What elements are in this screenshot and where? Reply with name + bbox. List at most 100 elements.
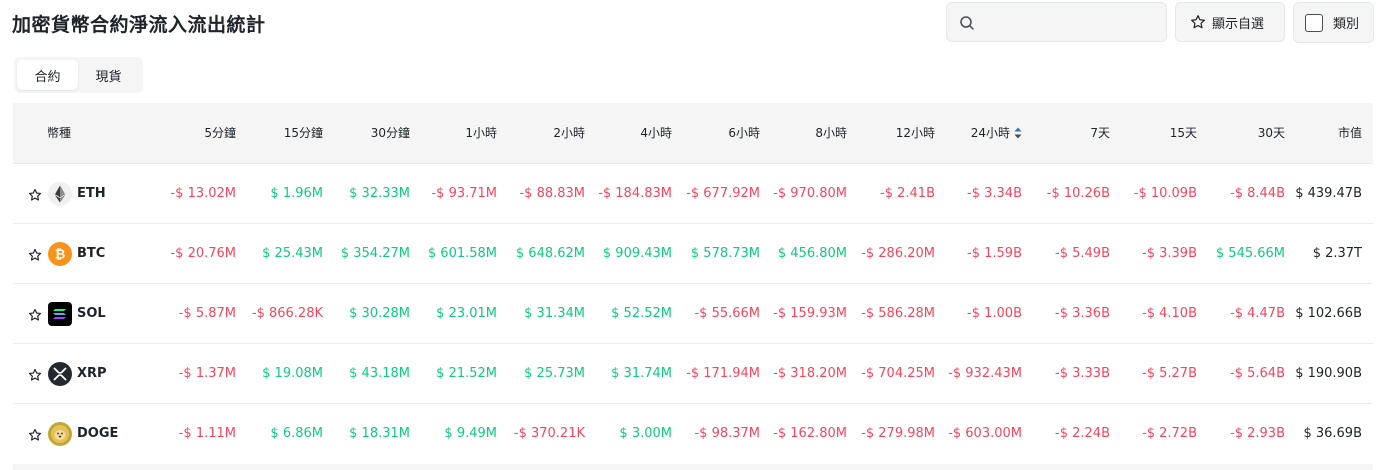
cell-12h: -$ 279.98M — [861, 426, 935, 441]
eth-icon — [48, 182, 72, 206]
cell-30d: -$ 4.47B — [1230, 306, 1285, 321]
col-header-30d[interactable]: 30天 — [1257, 126, 1285, 140]
cell-2h: -$ 370.21K — [513, 426, 585, 441]
col-header-15d[interactable]: 15天 — [1169, 126, 1197, 140]
col-header-30m[interactable]: 30分鐘 — [370, 126, 410, 140]
favorite-star-icon[interactable] — [28, 247, 42, 266]
table-row[interactable]: ETH -$ 13.02M $ 1.96M $ 32.33M -$ 93.71M -$ 8… — [13, 164, 1373, 224]
cell-30d: -$ 2.93B — [1230, 426, 1285, 441]
table-row[interactable]: SOL -$ 5.87M -$ 866.28K $ 30.28M $ 23.01M $ 3… — [13, 284, 1373, 344]
cell-1h: $ 21.52M — [436, 366, 497, 381]
cell-15d: -$ 4.10B — [1142, 306, 1197, 321]
table-row[interactable]: DOGE -$ 1.11M $ 6.86M $ 18.31M $ 9.49M -$ 370… — [13, 404, 1373, 464]
netflow-table: 幣種 5分鐘 15分鐘 30分鐘 1小時 2小時 4小時 6小時 8小時 12小… — [13, 103, 1373, 464]
cell-market-cap: $ 2.37T — [1312, 246, 1362, 261]
search-input[interactable] — [983, 9, 1158, 35]
cell-1h: $ 601.58M — [427, 246, 497, 261]
page-title: 加密貨幣合約淨流入流出統計 — [12, 14, 266, 36]
col-header-8h[interactable]: 8小時 — [815, 126, 847, 140]
show-favorites-label: 顯示自選 — [1212, 16, 1265, 32]
cell-5m: -$ 5.87M — [178, 306, 236, 321]
coin-symbol[interactable]: DOGE — [77, 426, 119, 441]
cell-24h: -$ 3.34B — [967, 186, 1022, 201]
cell-7d: -$ 2.24B — [1055, 426, 1110, 441]
btc-icon: ₿ — [48, 242, 72, 266]
cell-1h: $ 9.49M — [444, 426, 497, 441]
col-header-15m[interactable]: 15分鐘 — [283, 126, 323, 140]
col-header-6h[interactable]: 6小時 — [728, 126, 760, 140]
col-header-2h[interactable]: 2小時 — [553, 126, 585, 140]
cell-7d: -$ 3.33B — [1055, 366, 1110, 381]
favorite-star-icon[interactable] — [28, 307, 42, 326]
col-header-12h[interactable]: 12小時 — [895, 126, 935, 140]
col-header-24h-label: 24小時 — [970, 126, 1010, 140]
cell-1h: -$ 93.71M — [431, 186, 497, 201]
favorite-star-icon[interactable] — [28, 187, 42, 206]
cell-30m: $ 18.31M — [349, 426, 410, 441]
cell-30d: -$ 8.44B — [1230, 186, 1285, 201]
cell-6h: -$ 677.92M — [686, 186, 760, 201]
cell-15d: -$ 3.39B — [1142, 246, 1197, 261]
cell-7d: -$ 10.26B — [1046, 186, 1110, 201]
tab-spot[interactable]: 現貨 — [95, 69, 122, 85]
cell-5m: -$ 1.11M — [178, 426, 236, 441]
cell-7d: -$ 5.49B — [1055, 246, 1110, 261]
cell-4h: -$ 184.83M — [598, 186, 672, 201]
coin-symbol[interactable]: BTC — [77, 246, 106, 261]
table-row[interactable]: ₿ BTC -$ 20.76M $ 25.43M $ 354.27M $ 601.58M $… — [13, 224, 1373, 284]
col-header-24h[interactable]: 24小時 — [971, 103, 1022, 164]
col-header-market-cap[interactable]: 市值 — [1337, 126, 1362, 140]
market-type-tabs: 合約 現貨 — [14, 57, 143, 93]
search-box[interactable] — [946, 2, 1167, 42]
cell-30m: $ 30.28M — [349, 306, 410, 321]
cell-24h: -$ 1.59B — [967, 246, 1022, 261]
col-header-1h[interactable]: 1小時 — [465, 126, 497, 140]
cell-market-cap: $ 36.69B — [1303, 426, 1362, 441]
cell-15d: -$ 2.72B — [1142, 426, 1197, 441]
table-header: 幣種 5分鐘 15分鐘 30分鐘 1小時 2小時 4小時 6小時 8小時 12小… — [13, 103, 1373, 164]
cell-30m: $ 32.33M — [349, 186, 410, 201]
tab-futures[interactable]: 合約 — [17, 60, 78, 90]
table-row[interactable]: XRP -$ 1.37M $ 19.08M $ 43.18M $ 21.52M $ 25.… — [13, 344, 1373, 404]
cell-30m: $ 43.18M — [349, 366, 410, 381]
category-checkbox[interactable] — [1305, 13, 1323, 32]
col-header-5m[interactable]: 5分鐘 — [204, 126, 236, 140]
cell-15m: $ 25.43M — [262, 246, 323, 261]
cell-12h: -$ 586.28M — [861, 306, 935, 321]
show-favorites-button[interactable]: 顯示自選 — [1175, 2, 1285, 42]
cell-5m: -$ 1.37M — [178, 366, 236, 381]
coin-symbol[interactable]: XRP — [77, 366, 107, 381]
category-filter-button[interactable]: 類別 — [1293, 2, 1374, 43]
star-icon — [1191, 15, 1205, 29]
favorite-star-icon[interactable] — [28, 367, 42, 386]
table-body: ETH -$ 13.02M $ 1.96M $ 32.33M -$ 93.71M -$ 8… — [13, 164, 1373, 464]
cell-4h: $ 52.52M — [611, 306, 672, 321]
category-label: 類別 — [1333, 17, 1360, 32]
cell-15m: $ 1.96M — [270, 186, 323, 201]
cell-8h: $ 456.80M — [777, 246, 847, 261]
cell-24h: -$ 603.00M — [948, 426, 1022, 441]
cell-2h: -$ 88.83M — [519, 186, 585, 201]
cell-2h: $ 31.34M — [524, 306, 585, 321]
sol-icon — [48, 302, 72, 326]
cell-8h: -$ 159.93M — [773, 306, 847, 321]
cell-2h: $ 648.62M — [515, 246, 585, 261]
coin-symbol[interactable]: SOL — [77, 306, 106, 321]
cell-8h: -$ 970.80M — [773, 186, 847, 201]
cell-24h: -$ 932.43M — [948, 366, 1022, 381]
col-header-4h[interactable]: 4小時 — [640, 126, 672, 140]
sort-icon — [1014, 127, 1022, 138]
col-header-7d[interactable]: 7天 — [1090, 126, 1110, 140]
xrp-icon — [48, 362, 72, 386]
favorite-star-icon[interactable] — [28, 427, 42, 446]
cell-8h: -$ 318.20M — [773, 366, 847, 381]
cell-15m: $ 6.86M — [270, 426, 323, 441]
cell-4h: $ 3.00M — [619, 426, 672, 441]
cell-4h: $ 909.43M — [602, 246, 672, 261]
cell-15d: -$ 10.09B — [1133, 186, 1197, 201]
table-footer-strip — [13, 464, 1373, 470]
cell-30d: $ 545.66M — [1215, 246, 1285, 261]
cell-5m: -$ 13.02M — [170, 186, 236, 201]
coin-symbol[interactable]: ETH — [77, 186, 106, 201]
col-header-coin[interactable]: 幣種 — [47, 126, 72, 140]
